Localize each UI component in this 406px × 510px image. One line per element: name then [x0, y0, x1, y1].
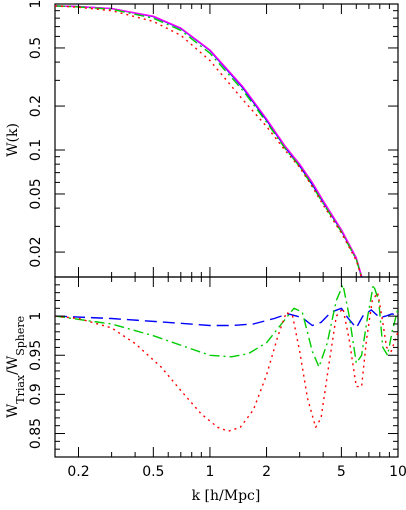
top-series-line-1 — [55, 5, 363, 277]
y-label-w: W — [5, 403, 21, 418]
bottom-plot-frame — [54, 276, 399, 458]
top-y-tick-label: 0.05 — [28, 178, 44, 209]
top-series-line-4 — [55, 5, 363, 277]
top-series-group — [55, 5, 363, 277]
top-series-line-2 — [55, 5, 363, 277]
bottom-y-tick-label: 0.85 — [28, 418, 44, 449]
x-axis-label: k [h/Mpc] — [192, 488, 261, 504]
bottom-ticks-group: 0.2 0.5 1 2 5 10 1 0.95 0.9 0.85 — [28, 277, 406, 480]
x-tick-label: 0.2 — [67, 464, 89, 480]
x-tick-label: 1 — [205, 464, 214, 480]
top-y-tick-label: 0.02 — [28, 236, 44, 267]
y-label-sub-sphere: Sphere — [14, 316, 27, 356]
x-tick-label: 2 — [262, 464, 271, 480]
top-y-tick-label: 1 — [28, 0, 44, 8]
x-tick-label: 10 — [389, 464, 406, 480]
bottom-y-tick-label: 0.95 — [28, 340, 44, 371]
x-tick-label: 5 — [337, 464, 346, 480]
bottom-series-line-3 — [55, 292, 398, 432]
top-y-tick-label: 0.5 — [28, 37, 44, 59]
bottom-panel: 0.2 0.5 1 2 5 10 1 0.95 0.9 0.85 WTriax/WSphere k… — [5, 276, 406, 504]
bottom-series-line-2 — [55, 284, 398, 368]
top-ticks-group: 1 0.5 0.2 0.1 0.05 0.02 — [28, 0, 399, 277]
top-panel: 1 0.5 0.2 0.1 0.05 0.02 W(k) — [5, 0, 399, 278]
top-series-line-3 — [55, 5, 363, 277]
top-y-axis-label: W(k) — [5, 123, 21, 157]
bottom-y-tick-label: 1 — [28, 312, 44, 321]
top-y-tick-label: 0.1 — [28, 139, 44, 161]
x-tick-label: 0.5 — [142, 464, 164, 480]
bottom-series-group — [55, 284, 398, 432]
top-plot-frame — [54, 3, 399, 278]
y-label-sub-triax: Triax — [14, 374, 27, 404]
bottom-series-line-1 — [55, 307, 398, 329]
top-y-tick-label: 0.2 — [28, 95, 44, 117]
bottom-y-tick-label: 0.9 — [28, 383, 44, 405]
bottom-y-axis-label: WTriax/WSphere — [5, 316, 27, 418]
y-label-slash-w: /W — [5, 355, 21, 375]
